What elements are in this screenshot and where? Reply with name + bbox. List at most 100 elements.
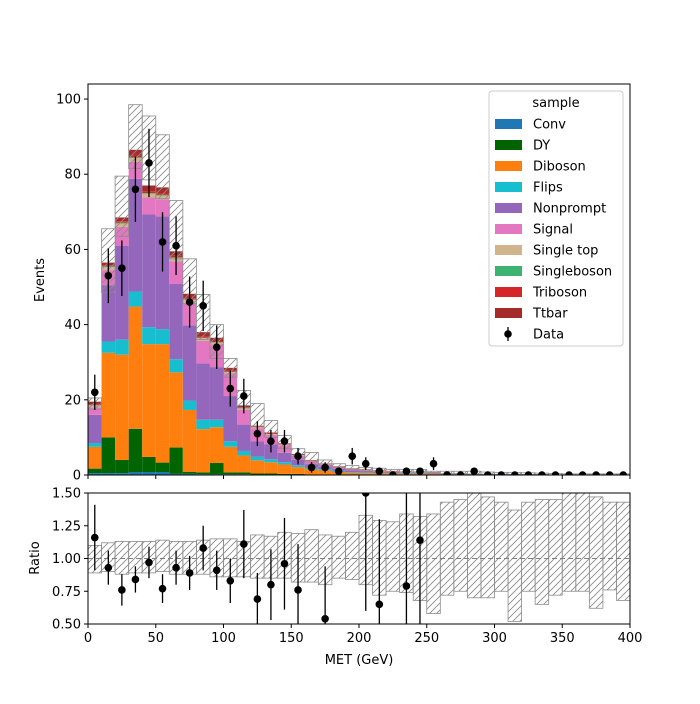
bar [142,214,156,327]
ratio-uncertainty-bin [440,502,454,595]
bar [169,359,183,372]
bar [142,198,156,215]
bar [196,363,210,419]
bar [169,372,183,447]
legend-label: Flips [533,181,563,196]
legend-swatch [495,182,522,192]
ratio-uncertainty-bin [535,500,549,605]
y-tick-label: 100 [56,93,81,108]
legend-swatch [495,224,522,234]
ratio-y-tick-label: 0.75 [52,585,81,600]
bar [291,467,305,474]
ratio-point [403,481,411,691]
ratio-uncertainty-bin [332,536,346,578]
bar [224,472,238,474]
ratio-uncertainty-bin [454,500,468,592]
bar [251,457,265,461]
y-tick-label: 40 [64,318,81,333]
x-tick-label: 300 [482,631,507,646]
legend-label: Signal [533,223,573,238]
ratio-uncertainty-bin [386,522,400,591]
bar [88,443,102,447]
bar [102,342,116,353]
uncertainty-bin [332,464,346,468]
bar [142,457,156,472]
bar [224,447,238,473]
bar [142,327,156,344]
legend-label: DY [533,139,550,154]
legend-swatch [495,161,522,171]
x-tick-label: 50 [147,631,164,646]
uncertainty-bin [156,135,170,199]
legend-swatch [495,266,522,276]
bar [129,429,143,472]
bar [278,464,292,473]
ratio-y-tick-label: 0.50 [52,618,81,633]
bar [142,344,156,457]
legend-swatch [495,245,522,255]
ratio-uncertainty-bin [481,497,495,598]
y-tick-label: 60 [64,243,81,258]
bar [210,367,224,420]
bar [115,340,129,355]
ratio-point [118,574,126,605]
uncertainty-bin [427,471,441,473]
legend-swatch [495,308,522,318]
ratio-uncertainty-bin [345,532,359,579]
ratio-point [254,573,262,625]
bar [115,355,129,460]
ratio-y-axis-ticks: 0.500.751.001.251.50 [52,487,88,633]
x-tick-label: 350 [550,631,575,646]
data-point [376,467,384,475]
y-axis-label: Events [33,258,48,302]
legend-label: Diboson [533,160,586,175]
ratio-uncertainty-bin [251,535,265,578]
bar [183,410,197,472]
x-axis-ticks-top [88,475,630,479]
legend: sample ConvDYDibosonFlipsNonpromptSignal… [489,91,623,346]
bar [264,473,278,474]
bar [196,472,210,474]
bar [102,353,116,438]
bar [278,462,292,464]
bar [183,325,197,400]
bar [196,420,210,429]
uncertainty-bin [305,452,319,461]
bar [264,462,278,473]
y-tick-label: 80 [64,168,81,183]
ratio-point [159,574,167,603]
ratio-uncertainty-bin [156,540,170,571]
data-point [470,467,478,475]
bar [156,329,170,344]
bar [88,469,102,474]
bar [278,453,292,462]
ratio-uncertainty-bin [562,493,576,591]
bar [156,344,170,462]
bar [169,284,183,359]
bar [210,463,224,474]
bar [183,401,197,410]
bar [210,420,224,428]
legend-label: Triboson [532,286,587,301]
bar [169,448,183,474]
ratio-point [281,518,289,610]
legend-swatch [495,119,522,129]
bar [129,307,143,429]
legend-label: Ttbar [532,307,568,322]
legend-swatch [495,203,522,213]
bar [210,427,224,463]
uncertainty-bin [115,176,129,236]
ratio-uncertainty-bin [522,502,536,591]
legend-swatch [495,287,522,297]
ratio-uncertainty-bin [603,502,617,590]
bar [88,447,102,469]
bar [237,455,251,472]
bar [224,441,238,447]
bar [129,292,143,307]
bar [115,460,129,473]
ratio-y-tick-label: 1.25 [52,519,81,534]
ratio-uncertainty-bin [589,497,603,608]
